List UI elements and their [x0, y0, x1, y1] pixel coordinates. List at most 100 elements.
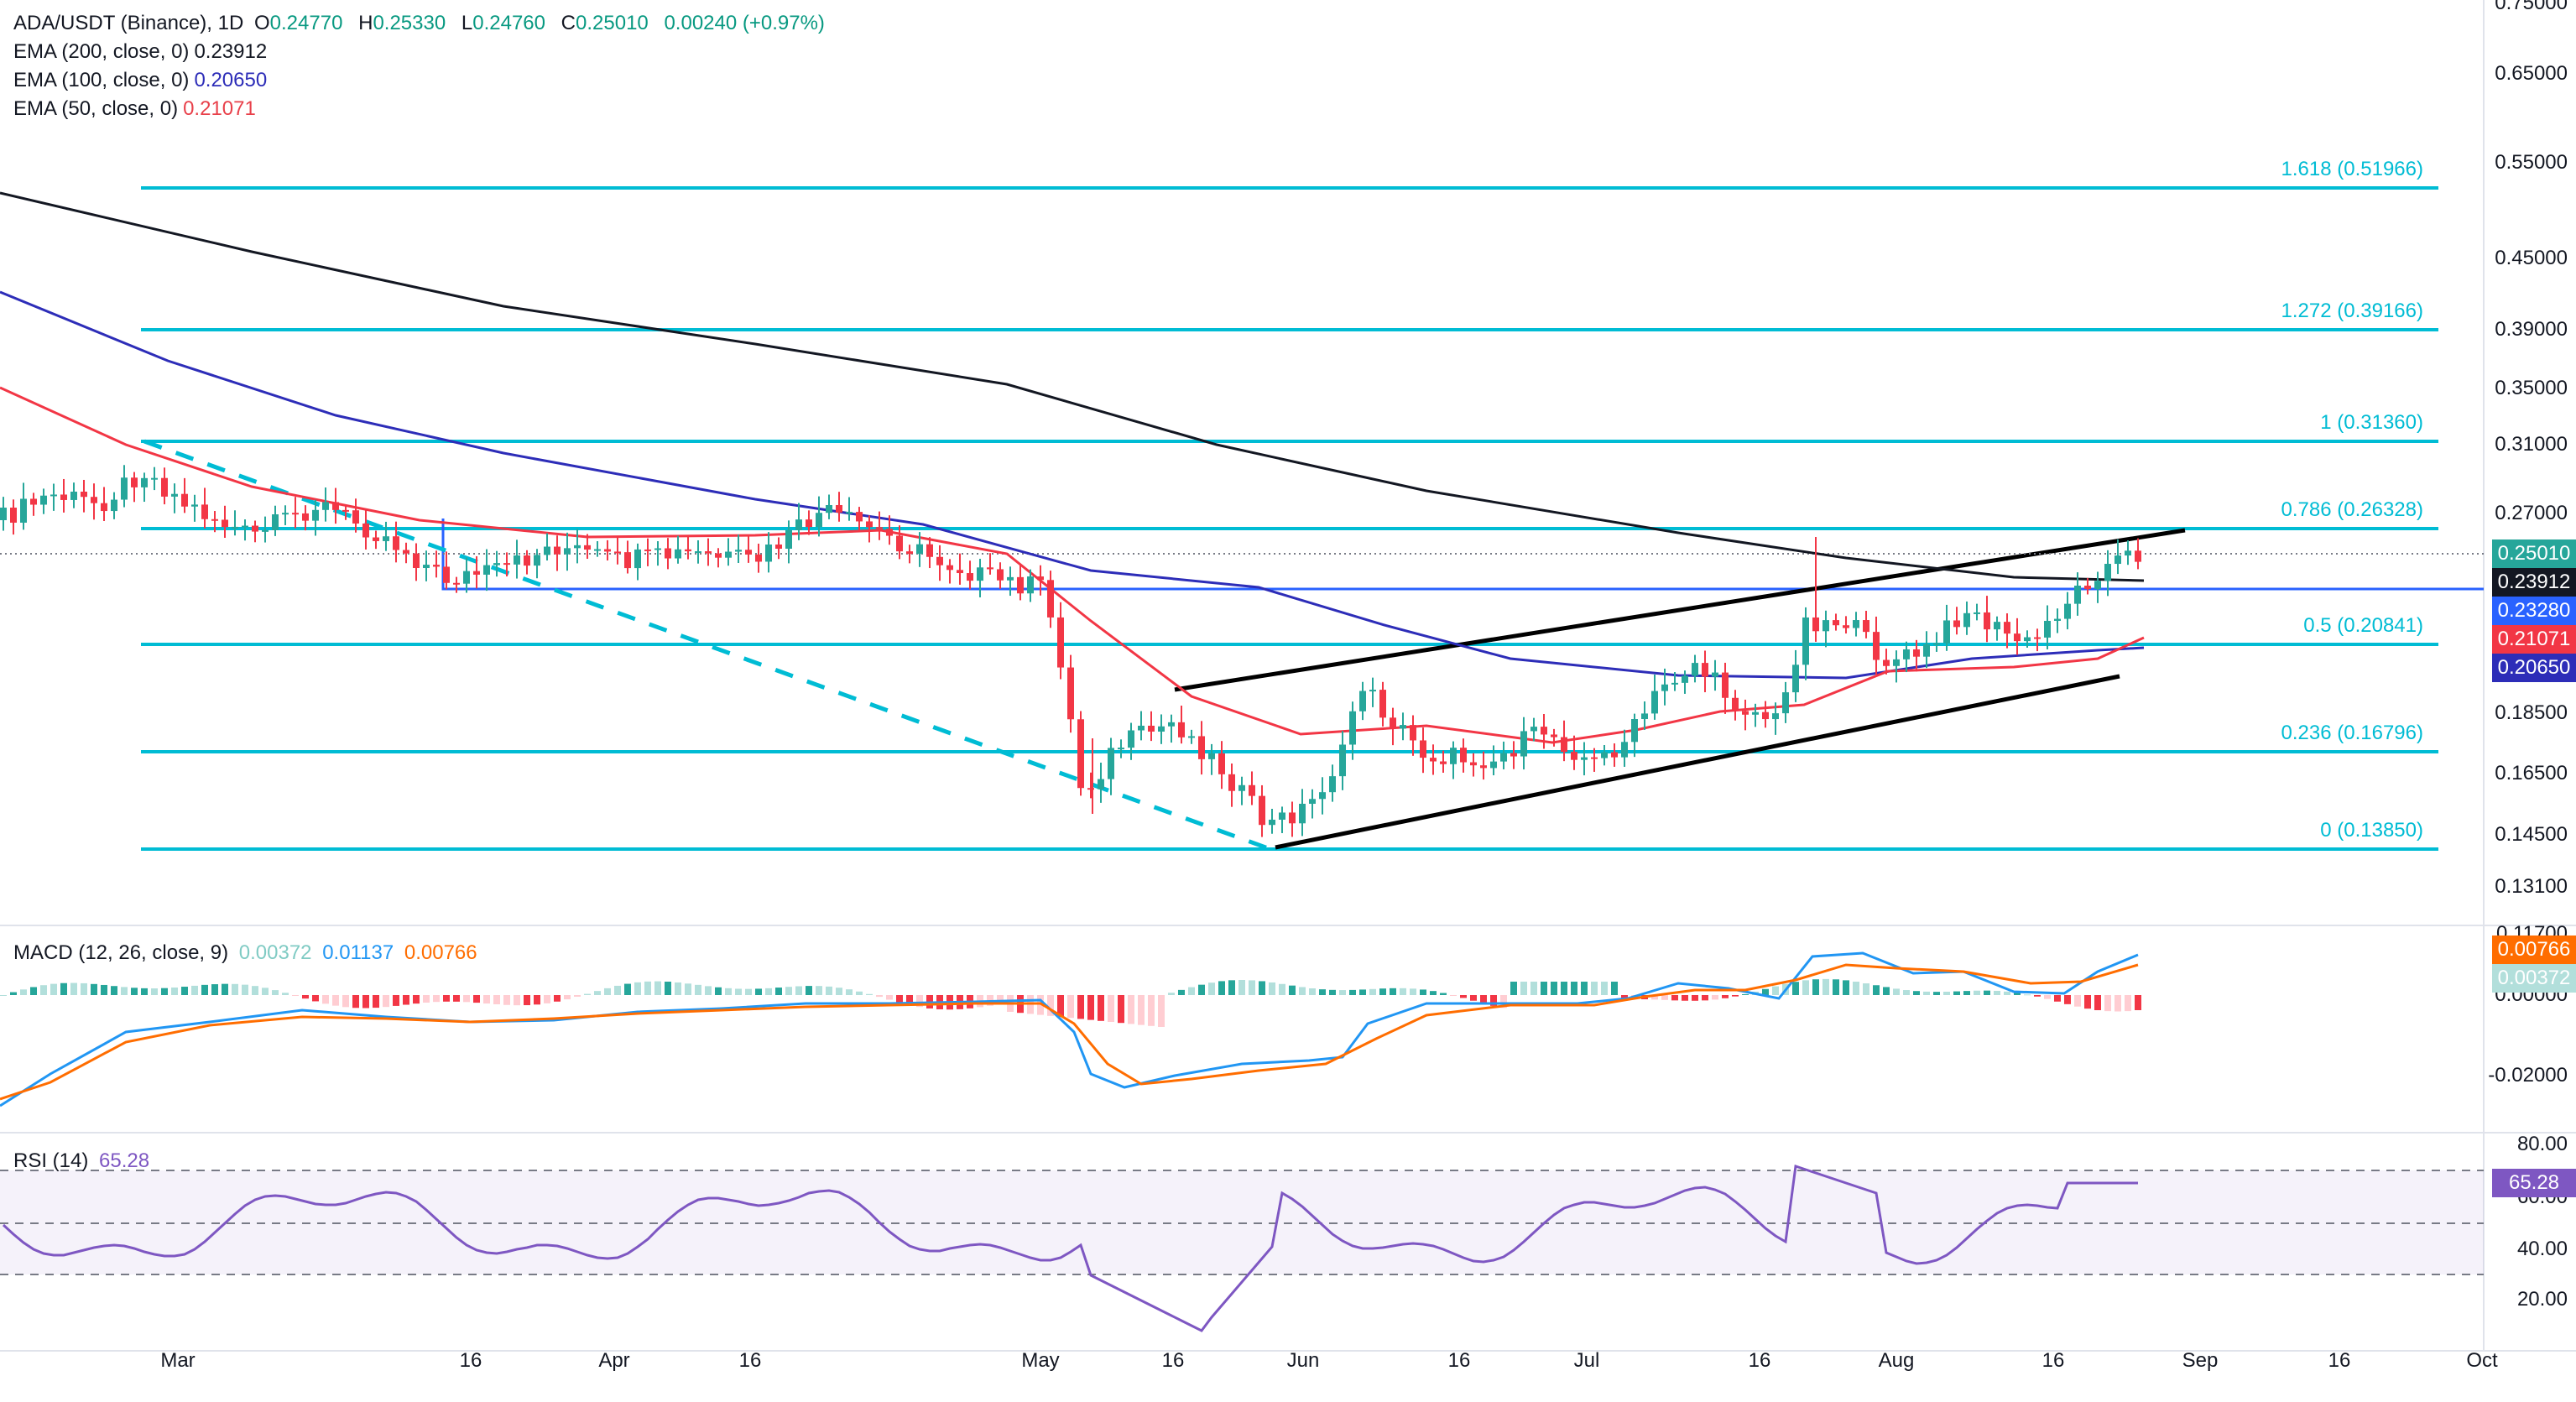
- candle-body[interactable]: [534, 555, 540, 566]
- candle-body[interactable]: [856, 512, 863, 522]
- candle-body[interactable]: [1188, 736, 1195, 738]
- rsi-legend[interactable]: RSI (14) 65.28: [13, 1149, 149, 1173]
- candle-body[interactable]: [30, 498, 37, 505]
- candle-body[interactable]: [675, 549, 681, 559]
- candle-body[interactable]: [1198, 736, 1205, 759]
- candle-body[interactable]: [312, 509, 319, 521]
- candle-body[interactable]: [936, 556, 943, 565]
- candle-body[interactable]: [1863, 620, 1869, 633]
- candle-body[interactable]: [1742, 711, 1749, 715]
- candle-body[interactable]: [1873, 632, 1880, 660]
- candle-body[interactable]: [2044, 620, 2051, 638]
- candle-body[interactable]: [1369, 690, 1376, 692]
- candle-body[interactable]: [1289, 812, 1296, 824]
- candle-body[interactable]: [91, 497, 97, 503]
- candle-body[interactable]: [1440, 761, 1447, 764]
- candle-body[interactable]: [574, 545, 581, 549]
- candle-body[interactable]: [1420, 740, 1426, 758]
- candle-body[interactable]: [1903, 649, 1910, 659]
- candle-body[interactable]: [141, 477, 148, 487]
- candle-body[interactable]: [1208, 753, 1215, 759]
- candle-body[interactable]: [282, 513, 289, 515]
- candle-body[interactable]: [242, 525, 248, 528]
- candle-body[interactable]: [1974, 612, 1980, 614]
- candle-body[interactable]: [644, 549, 651, 551]
- candle-body[interactable]: [222, 519, 228, 528]
- candle-body[interactable]: [2064, 603, 2071, 619]
- candle-body[interactable]: [1953, 620, 1960, 628]
- candle-body[interactable]: [1178, 722, 1185, 737]
- candle-body[interactable]: [1621, 742, 1628, 758]
- candle-body[interactable]: [443, 566, 450, 583]
- macd-line[interactable]: [0, 951, 2139, 1108]
- candle-body[interactable]: [1943, 620, 1950, 644]
- candle-body[interactable]: [50, 494, 57, 497]
- candle-body[interactable]: [1309, 799, 1316, 805]
- candle-body[interactable]: [1148, 725, 1155, 732]
- candle-body[interactable]: [765, 545, 772, 562]
- candle-body[interactable]: [604, 549, 611, 552]
- candle-body[interactable]: [171, 493, 178, 497]
- candle-body[interactable]: [1591, 757, 1598, 759]
- candle-body[interactable]: [1792, 665, 1799, 693]
- candle-body[interactable]: [1450, 748, 1457, 764]
- candle-body[interactable]: [1782, 692, 1789, 714]
- candle-body[interactable]: [383, 536, 389, 541]
- candle-body[interactable]: [614, 551, 621, 554]
- candle-body[interactable]: [1460, 748, 1467, 763]
- candle-body[interactable]: [1259, 795, 1265, 826]
- candle-body[interactable]: [2094, 581, 2101, 590]
- candle-body[interactable]: [1299, 804, 1306, 824]
- candle-body[interactable]: [81, 491, 87, 498]
- candle-body[interactable]: [1581, 757, 1588, 760]
- candle-body[interactable]: [1400, 725, 1406, 729]
- candle-body[interactable]: [1611, 752, 1618, 758]
- candle-body[interactable]: [544, 546, 550, 555]
- candle-body[interactable]: [1963, 612, 1970, 628]
- candle-body[interactable]: [554, 546, 561, 555]
- candle-body[interactable]: [2115, 555, 2121, 565]
- candle-body[interactable]: [2014, 633, 2021, 642]
- candle-body[interactable]: [524, 555, 530, 566]
- candle-body[interactable]: [1541, 727, 1547, 735]
- candle-body[interactable]: [292, 513, 299, 515]
- candle-body[interactable]: [272, 514, 279, 530]
- rsi-pane[interactable]: [0, 1165, 2484, 1332]
- candle-body[interactable]: [373, 537, 379, 541]
- candle-body[interactable]: [866, 521, 873, 528]
- candle-body[interactable]: [685, 549, 691, 552]
- candle-body[interactable]: [1098, 779, 1104, 790]
- candle-body[interactable]: [1500, 753, 1507, 762]
- candle-body[interactable]: [342, 509, 349, 512]
- candle-body[interactable]: [926, 544, 933, 557]
- candle-body[interactable]: [1984, 612, 1990, 630]
- candle-body[interactable]: [564, 548, 571, 555]
- candle-body[interactable]: [322, 502, 329, 510]
- ema50-legend[interactable]: EMA (50, close, 0) 0.21071: [13, 97, 256, 121]
- candle-body[interactable]: [493, 563, 500, 565]
- candle-body[interactable]: [1339, 744, 1346, 777]
- candle-body[interactable]: [1551, 734, 1557, 737]
- candle-body[interactable]: [1853, 620, 1859, 628]
- candle-body[interactable]: [232, 526, 238, 529]
- candle-body[interactable]: [1057, 617, 1064, 668]
- candle-body[interactable]: [1712, 672, 1718, 677]
- candle-body[interactable]: [1480, 765, 1487, 769]
- candle-body[interactable]: [1772, 713, 1779, 720]
- channel-lower-line[interactable]: [1275, 674, 2120, 850]
- candle-body[interactable]: [453, 582, 460, 585]
- candle-body[interactable]: [403, 550, 409, 554]
- candle-body[interactable]: [967, 573, 973, 581]
- candle-body[interactable]: [1651, 691, 1658, 714]
- candle-body[interactable]: [1279, 812, 1285, 820]
- candle-body[interactable]: [1752, 711, 1759, 715]
- candle-body[interactable]: [695, 551, 701, 554]
- candle-body[interactable]: [725, 551, 732, 558]
- channel-upper-line[interactable]: [1174, 528, 2186, 692]
- candle-body[interactable]: [1762, 711, 1769, 720]
- candle-body[interactable]: [252, 525, 258, 532]
- candle-body[interactable]: [1007, 576, 1014, 581]
- candle-body[interactable]: [131, 477, 138, 487]
- candle-body[interactable]: [1027, 576, 1034, 594]
- candle-body[interactable]: [735, 550, 742, 552]
